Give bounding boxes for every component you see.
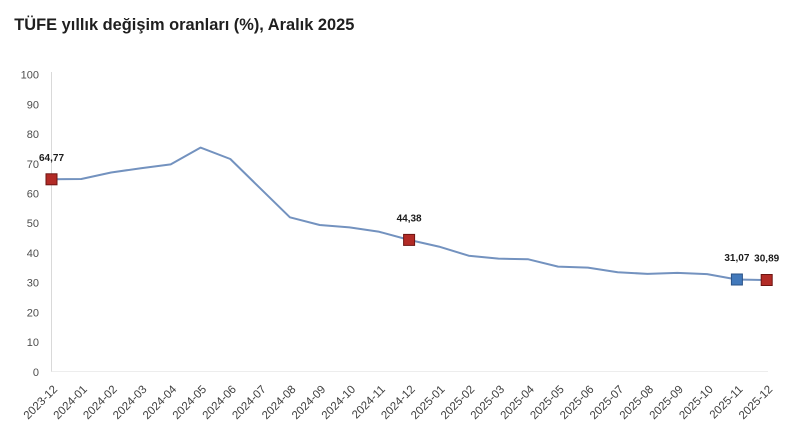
svg-text:70: 70 <box>27 159 39 171</box>
svg-text:44,38: 44,38 <box>397 213 422 224</box>
svg-text:60: 60 <box>27 189 39 201</box>
svg-text:30: 30 <box>27 278 39 290</box>
svg-text:40: 40 <box>27 248 39 260</box>
svg-text:64,77: 64,77 <box>39 153 64 164</box>
svg-text:90: 90 <box>27 99 39 111</box>
svg-text:80: 80 <box>27 129 39 141</box>
svg-text:0: 0 <box>33 367 39 379</box>
svg-text:20: 20 <box>27 307 39 319</box>
svg-text:10: 10 <box>27 337 39 349</box>
svg-text:50: 50 <box>27 218 39 230</box>
svg-text:TÜFE yıllık değişim oranları (: TÜFE yıllık değişim oranları (%), Aralık… <box>14 15 354 34</box>
svg-text:100: 100 <box>21 70 39 82</box>
svg-text:30,89: 30,89 <box>754 254 779 265</box>
svg-text:31,07: 31,07 <box>724 253 749 264</box>
